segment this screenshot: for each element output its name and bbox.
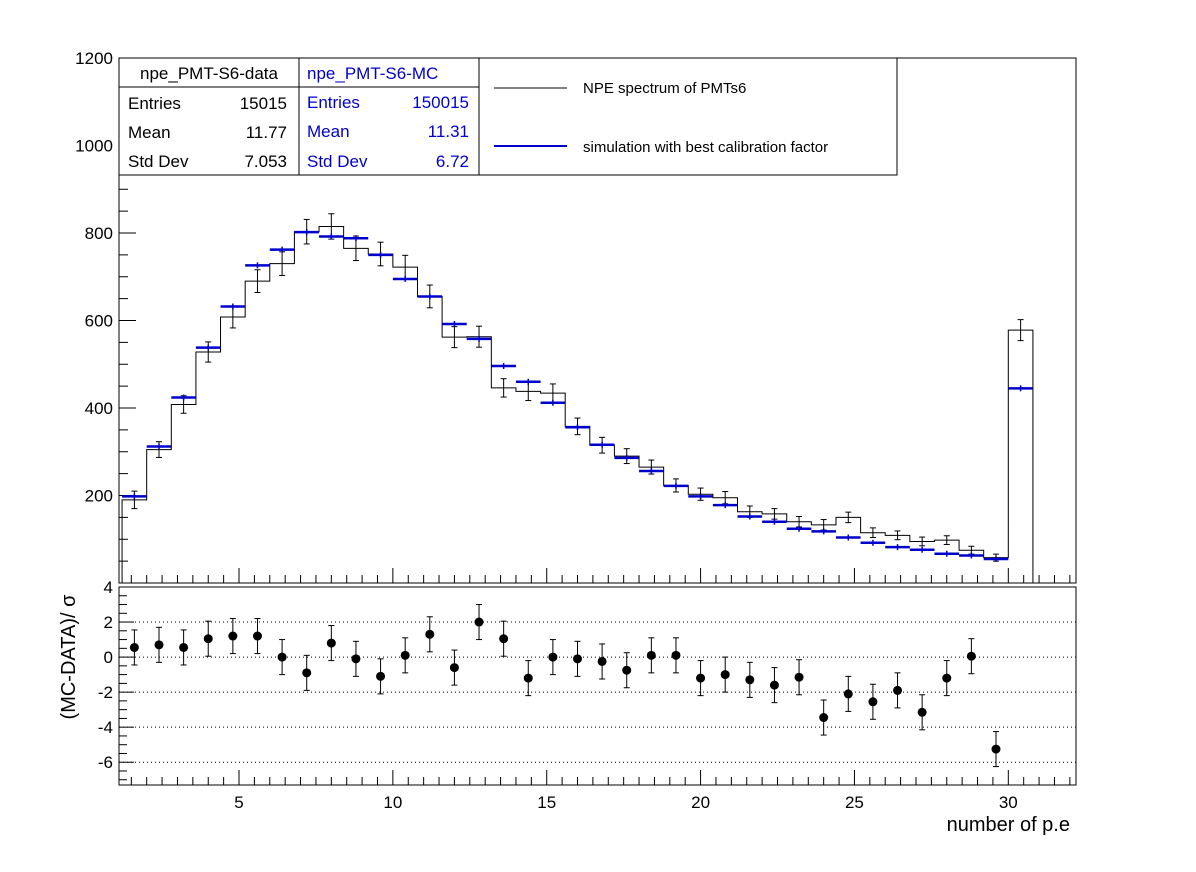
legend-label-mc: simulation with best calibration factor [583,139,828,156]
ratio-y-tick-label: 2 [104,613,113,632]
x-tick-label: 25 [845,793,864,812]
ratio-point [597,656,607,666]
ratio-point [966,651,976,661]
ratio-y-tick-label: 0 [104,648,113,667]
ratio-point [720,670,730,680]
ratio-y-tick-label: -2 [98,683,113,702]
ratio-y-tick-label: -4 [98,718,113,737]
y-tick-label: 800 [85,224,113,243]
ratio-y-tick-label: 4 [104,578,113,597]
legend-label-data: NPE spectrum of PMTs6 [583,80,746,97]
ratio-point [302,668,312,678]
legend: NPE spectrum of PMTs6 simulation with be… [478,57,898,176]
mc-histogram [122,229,1033,562]
stats-label: Entries [128,94,181,113]
stats-box-data: npe_PMT-S6-data Entries 15015 Mean 11.77… [118,57,300,176]
y-tick-label: 200 [85,487,113,506]
ratio-axis-ticks: -6 -4 -2 0 2 4 5 10 15 20 25 30 [98,578,1071,812]
ratio-point [819,713,829,723]
stats-title-mc: npe_PMT-S6-MC [307,64,438,83]
stats-value: 11.31 [428,122,469,141]
ratio-point [917,707,927,717]
ratio-point [769,680,779,690]
ratio-point [696,673,706,683]
x-tick-label: 15 [537,793,556,812]
ratio-point [474,617,484,627]
ratio-point [646,650,656,660]
ratio-point [129,642,139,652]
ratio-points [129,604,1001,768]
stats-label: Mean [307,122,350,141]
ratio-y-axis-title: (MC-DATA)/ σ [58,594,80,720]
ratio-point [425,629,435,639]
stats-box-mc: npe_PMT-S6-MC Entries 150015 Mean 11.31 … [298,57,480,176]
x-tick-label: 30 [999,793,1018,812]
ratio-point [449,663,459,673]
stats-label: Std Dev [128,152,189,171]
ratio-plot-frame [118,586,1077,786]
ratio-point [942,673,952,683]
ratio-point [326,638,336,648]
ratio-y-tick-label: -6 [98,753,113,772]
ratio-point [893,685,903,695]
stats-label: Std Dev [307,152,368,171]
ratio-point [228,631,238,641]
ratio-point [622,665,632,675]
stats-value: 150015 [412,93,469,112]
ratio-point [252,631,262,641]
ratio-point [868,697,878,707]
x-tick-label: 10 [383,793,402,812]
ratio-point [572,654,582,664]
ratio-point [745,675,755,685]
ratio-point [277,652,287,662]
stats-title-data: npe_PMT-S6-data [140,64,279,83]
y-tick-label: 600 [85,312,113,331]
stats-value: 15015 [240,94,287,113]
ratio-point [548,652,558,662]
y-tick-label: 400 [85,399,113,418]
x-tick-label: 20 [691,793,710,812]
data-step-line [121,225,1034,583]
ratio-point [376,671,386,681]
stats-value: 6.72 [436,152,469,171]
ratio-point [154,640,164,650]
ratio-point [400,650,410,660]
ratio-gridlines [119,621,1076,763]
ratio-point [179,642,189,652]
y-tick-label: 1000 [75,137,113,156]
ratio-point [351,654,361,664]
stats-label: Mean [128,123,171,142]
ratio-point [203,634,213,644]
stats-value: 11.77 [246,123,287,142]
x-tick-label: 5 [234,793,243,812]
stats-value: 7.053 [244,152,287,171]
x-axis-title: number of p.e [947,814,1070,836]
data-histogram [121,213,1034,583]
ratio-point [499,634,509,644]
stats-label: Entries [307,93,360,112]
y-tick-label: 1200 [75,49,113,68]
ratio-point [671,650,681,660]
ratio-point [523,673,533,683]
ratio-point [991,744,1001,754]
ratio-point [843,689,853,699]
ratio-point [794,672,804,682]
